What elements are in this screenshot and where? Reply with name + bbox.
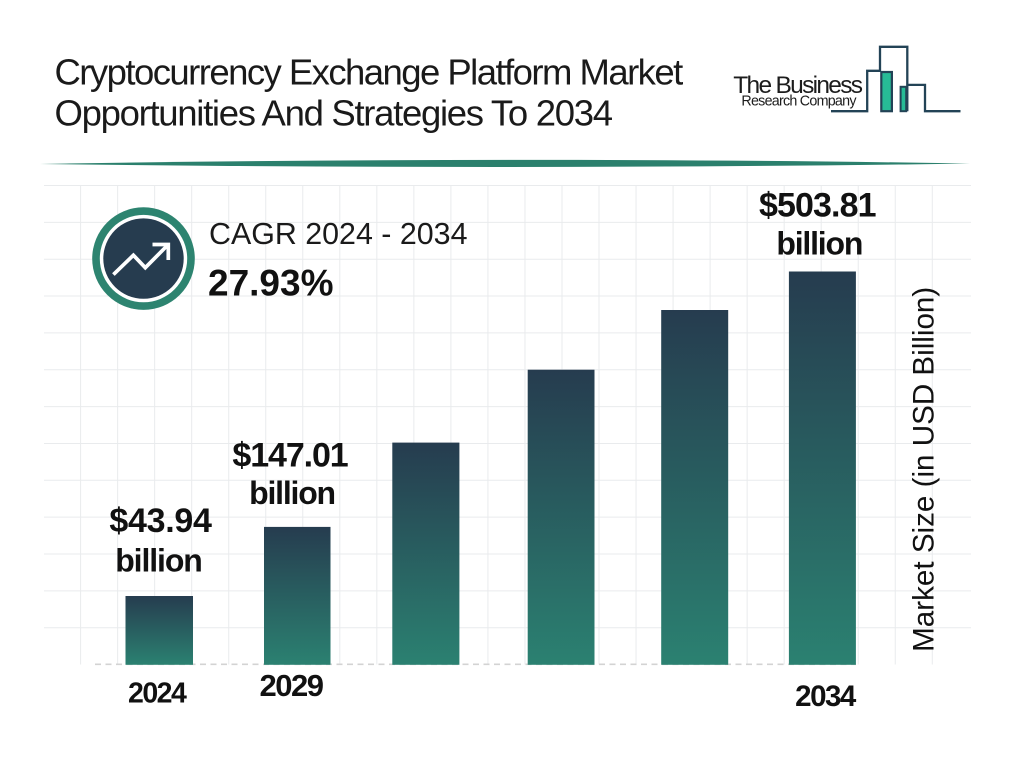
svg-text:27.93%: 27.93% (208, 263, 334, 304)
svg-text:billion: billion (776, 226, 862, 262)
svg-text:billion: billion (115, 543, 202, 579)
svg-text:Opportunities And Strategies T: Opportunities And Strategies To 2034 (55, 93, 613, 134)
svg-text:$147.01: $147.01 (232, 437, 347, 475)
svg-text:$503.81: $503.81 (759, 187, 876, 225)
svg-text:billion: billion (249, 475, 335, 511)
svg-text:CAGR 2024 - 2034: CAGR 2024 - 2034 (209, 217, 468, 251)
svg-text:Research Company: Research Company (741, 93, 857, 109)
svg-text:Market Size (in USD Billion): Market Size (in USD Billion) (907, 287, 940, 652)
svg-text:$43.94: $43.94 (109, 502, 212, 540)
svg-text:2024: 2024 (128, 677, 187, 709)
svg-text:2029: 2029 (260, 668, 324, 703)
svg-text:The Business: The Business (733, 72, 862, 99)
svg-text:2034: 2034 (795, 680, 857, 713)
svg-text:Cryptocurrency Exchange Platfo: Cryptocurrency Exchange Platform Market (55, 52, 684, 93)
